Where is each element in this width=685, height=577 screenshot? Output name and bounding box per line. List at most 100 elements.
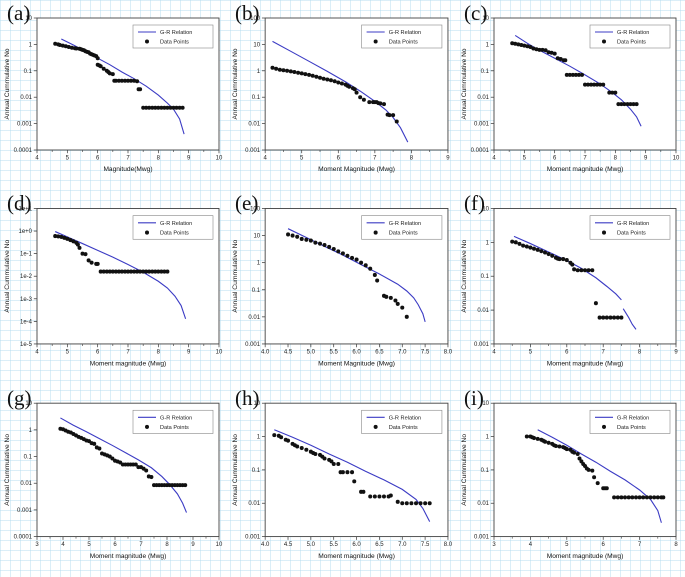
- svg-text:7: 7: [583, 156, 587, 162]
- svg-text:4: 4: [35, 156, 39, 162]
- svg-text:100: 100: [250, 205, 261, 212]
- y-axis-title: Annual Cummulative No: [461, 434, 468, 506]
- svg-text:5.0: 5.0: [307, 349, 316, 356]
- chart-e: 4.0 4.5 5.0 5.5 6.0 6.5 7.0 7.5 8.0 100 10 1 0.1 0.01…: [232, 205, 453, 367]
- svg-text:6.5: 6.5: [375, 542, 384, 548]
- svg-text:0.001: 0.001: [474, 122, 490, 128]
- plot-border: [493, 17, 677, 151]
- legend-points-label: Data Points: [617, 40, 646, 46]
- legend: G-R Relation Data Points: [589, 24, 671, 49]
- svg-text:8: 8: [614, 156, 618, 162]
- svg-text:0.01: 0.01: [248, 501, 260, 507]
- svg-text:0.001: 0.001: [245, 341, 261, 348]
- y-axis: 100 10 1 0.1 0.01 0.001: [245, 16, 266, 154]
- panel-e: (e) 4.0 4.5 5.0 5.5 6.0 6.5 7.0 7.5 8.0 100 10 1 0.1…: [228, 190, 457, 385]
- x-axis: 4 5 6 7 8 9: [263, 150, 450, 161]
- x-axis-title: Moment Magnitude (Mwg): [318, 166, 395, 173]
- legend-line-label: G-R Relation: [160, 30, 192, 36]
- chart-d: 4 5 6 7 8 9 10 1e+1 1e+0 1e-1 1e-2 1e-3 1e-4 1e-5 G-R …: [4, 206, 223, 367]
- svg-text:0.01: 0.01: [477, 501, 489, 507]
- gr-relation-line: [54, 231, 187, 319]
- legend-line-label: G-R Relation: [389, 30, 421, 36]
- x-axis: 3 4 5 6 7 8 9 10: [35, 536, 223, 548]
- svg-text:8: 8: [157, 156, 161, 162]
- y-axis: 10 1 0.1 0.01 0.001: [474, 206, 494, 348]
- svg-text:0.1: 0.1: [252, 287, 261, 294]
- svg-text:0.01: 0.01: [477, 308, 489, 314]
- svg-text:1e+0: 1e+0: [19, 229, 33, 235]
- panel-label-a: (a): [7, 1, 31, 25]
- legend-line-label: G-R Relation: [389, 415, 421, 421]
- svg-text:4: 4: [492, 156, 496, 162]
- svg-text:0.01: 0.01: [477, 95, 489, 101]
- svg-text:0.01: 0.01: [20, 481, 32, 487]
- panel-b: (b) 4 5 6 7 8 9 100 10 1 0.1 0.01 0.001 G-R Relation…: [228, 0, 457, 190]
- y-axis-title: Annual Cummulative No: [232, 239, 239, 312]
- svg-text:10: 10: [25, 401, 32, 407]
- svg-text:4: 4: [492, 350, 496, 356]
- svg-text:0.01: 0.01: [20, 95, 32, 101]
- svg-text:5.0: 5.0: [307, 542, 316, 548]
- y-axis: 100 10 1 0.1 0.01 0.001: [245, 205, 266, 348]
- svg-text:6.0: 6.0: [352, 542, 361, 548]
- legend-point-swatch: [145, 230, 149, 235]
- legend-point-swatch: [373, 230, 378, 235]
- panel-a: (a) 4 5 6 7 8 9 10 10 1 0.1 0.01 0.001 0.0001 G-R Rel…: [0, 0, 228, 190]
- svg-text:10: 10: [482, 206, 489, 212]
- chart-b: 4 5 6 7 8 9 100 10 1 0.1 0.01 0.001 G-R Relation Data…: [232, 16, 450, 173]
- x-axis: 4.0 4.5 5.0 5.5 6.0 6.5 7.0 7.5 8.0: [261, 536, 453, 548]
- panel-label-i: (i): [464, 386, 484, 410]
- svg-text:1: 1: [29, 42, 33, 48]
- svg-text:4.0: 4.0: [261, 349, 270, 356]
- svg-text:7.0: 7.0: [398, 542, 407, 548]
- svg-text:9: 9: [644, 156, 648, 162]
- svg-text:1: 1: [486, 42, 490, 48]
- x-axis-title: Moment magnitude (Mwg): [547, 166, 624, 173]
- legend-line-label: G-R Relation: [160, 221, 192, 227]
- legend-line-label: G-R Relation: [617, 415, 649, 421]
- svg-text:0.001: 0.001: [245, 148, 261, 154]
- y-axis: 10 1 0.1 0.01 0.001 0.0001: [471, 16, 494, 154]
- x-axis-title: Moment magnitude (Mwg): [318, 553, 395, 560]
- svg-text:0.1: 0.1: [481, 468, 490, 474]
- svg-text:1e-3: 1e-3: [20, 297, 33, 303]
- legend: G-R Relation Data Points: [589, 215, 671, 240]
- legend-point-swatch: [602, 39, 606, 44]
- svg-text:6.0: 6.0: [352, 349, 361, 356]
- legend: G-R Relation Data Points: [361, 215, 443, 240]
- panel-label-c: (c): [464, 1, 488, 25]
- svg-text:1e-2: 1e-2: [20, 274, 33, 280]
- legend-point-swatch: [373, 424, 378, 429]
- x-axis-title: Magnitude(Mwg): [103, 166, 152, 173]
- svg-text:10: 10: [482, 401, 489, 407]
- x-axis-title: Moment magnitude (Mwg): [547, 553, 624, 560]
- data-points: [53, 234, 170, 274]
- legend: G-R Relation Data Points: [589, 409, 671, 434]
- legend-points-label: Data Points: [617, 231, 646, 237]
- x-axis: 3 4 5 6 7 8: [492, 536, 678, 548]
- svg-text:9: 9: [187, 156, 191, 162]
- svg-text:100: 100: [250, 16, 261, 22]
- x-axis: 4 5 6 7 8 9 10: [492, 150, 680, 162]
- y-axis: 10 1 0.1 0.01 0.001 0.0001: [14, 401, 37, 541]
- svg-text:5.5: 5.5: [330, 349, 339, 356]
- legend-line-label: G-R Relation: [389, 221, 421, 227]
- plot-border: [36, 402, 220, 538]
- legend-points-label: Data Points: [389, 40, 418, 46]
- svg-text:5.5: 5.5: [330, 542, 339, 548]
- panel-g: (g) 3 4 5 6 7 8 9 10 10 1 0.1 0.01 0.001 0.0001 G-R Re…: [0, 385, 228, 577]
- svg-text:5: 5: [529, 350, 533, 356]
- svg-text:1e+1: 1e+1: [19, 206, 33, 212]
- panel-c: (c) 4 5 6 7 8 9 10 10 1 0.1 0.01 0.001 0.0001 G-R Rel…: [457, 0, 685, 190]
- svg-text:0.0001: 0.0001: [14, 535, 33, 541]
- svg-text:0.1: 0.1: [252, 95, 261, 101]
- svg-text:10: 10: [216, 156, 223, 162]
- legend: G-R Relation Data Points: [361, 409, 443, 434]
- y-axis-title: Annual Cummulative No: [461, 239, 468, 312]
- svg-text:5: 5: [87, 542, 91, 548]
- svg-text:5: 5: [66, 156, 70, 162]
- svg-text:4: 4: [529, 542, 533, 548]
- plot-border: [36, 208, 220, 345]
- panel-d: (d) 4 5 6 7 8 9 10 1e+1 1e+0 1e-1 1e-2 1e-3 1e-4 1e-5…: [0, 190, 228, 385]
- svg-text:4.5: 4.5: [284, 542, 293, 548]
